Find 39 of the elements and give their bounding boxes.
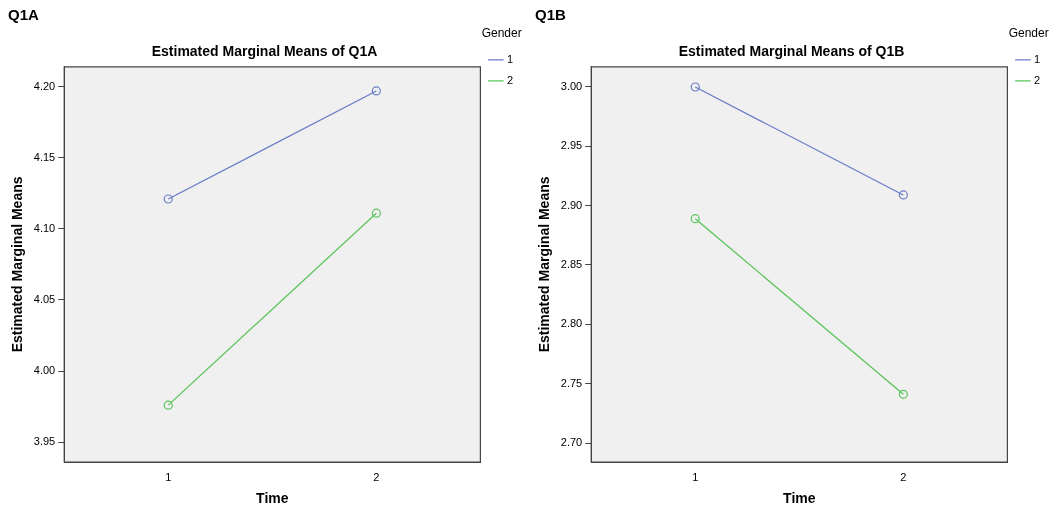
y-tick-label: 4.15 [33,150,56,163]
point [898,190,908,200]
x-tick-label: 1 [692,470,699,483]
point [690,214,700,224]
x-tick-label: 1 [165,470,172,483]
chart-title: Q1B [535,6,566,23]
y-tick-label: 2.85 [560,258,583,271]
y-tick-label: 4.10 [33,221,56,234]
legend-title: Gender [481,26,522,41]
y-tick-label: 4.00 [33,364,56,377]
point [371,86,381,96]
y-tick-label: 2.70 [560,436,583,449]
y-tick-label: 4.05 [33,292,56,305]
x-tick-label: 2 [373,470,380,483]
legend-label: 1 [1033,52,1041,65]
point [690,82,700,92]
legend-label: 2 [506,73,514,86]
y-tick-label: 2.75 [560,376,583,389]
y-axis-title: Estimated Marginal Means [9,176,26,353]
point [163,194,173,204]
y-tick-label: 2.80 [560,317,583,330]
y-tick-label: 3.95 [33,435,56,448]
point [371,208,381,218]
point [898,389,908,399]
x-axis-title: Time [783,490,816,507]
y-tick-label: 4.20 [33,79,56,92]
legend-label: 1 [506,52,514,65]
y-axis-title: Estimated Marginal Means [536,176,553,353]
point [163,400,173,410]
legend-title: Gender [1008,26,1049,41]
x-axis-title: Time [256,490,289,507]
y-tick-label: 2.95 [560,139,583,152]
x-tick-label: 2 [900,470,907,483]
y-tick-label: 3.00 [560,80,583,93]
y-tick-label: 2.90 [560,198,583,211]
legend-label: 2 [1033,73,1041,86]
chart-title: Q1A [8,6,39,23]
chart-subtitle: Estimated Marginal Means of Q1B [678,43,905,60]
chart-subtitle: Estimated Marginal Means of Q1A [151,43,378,60]
